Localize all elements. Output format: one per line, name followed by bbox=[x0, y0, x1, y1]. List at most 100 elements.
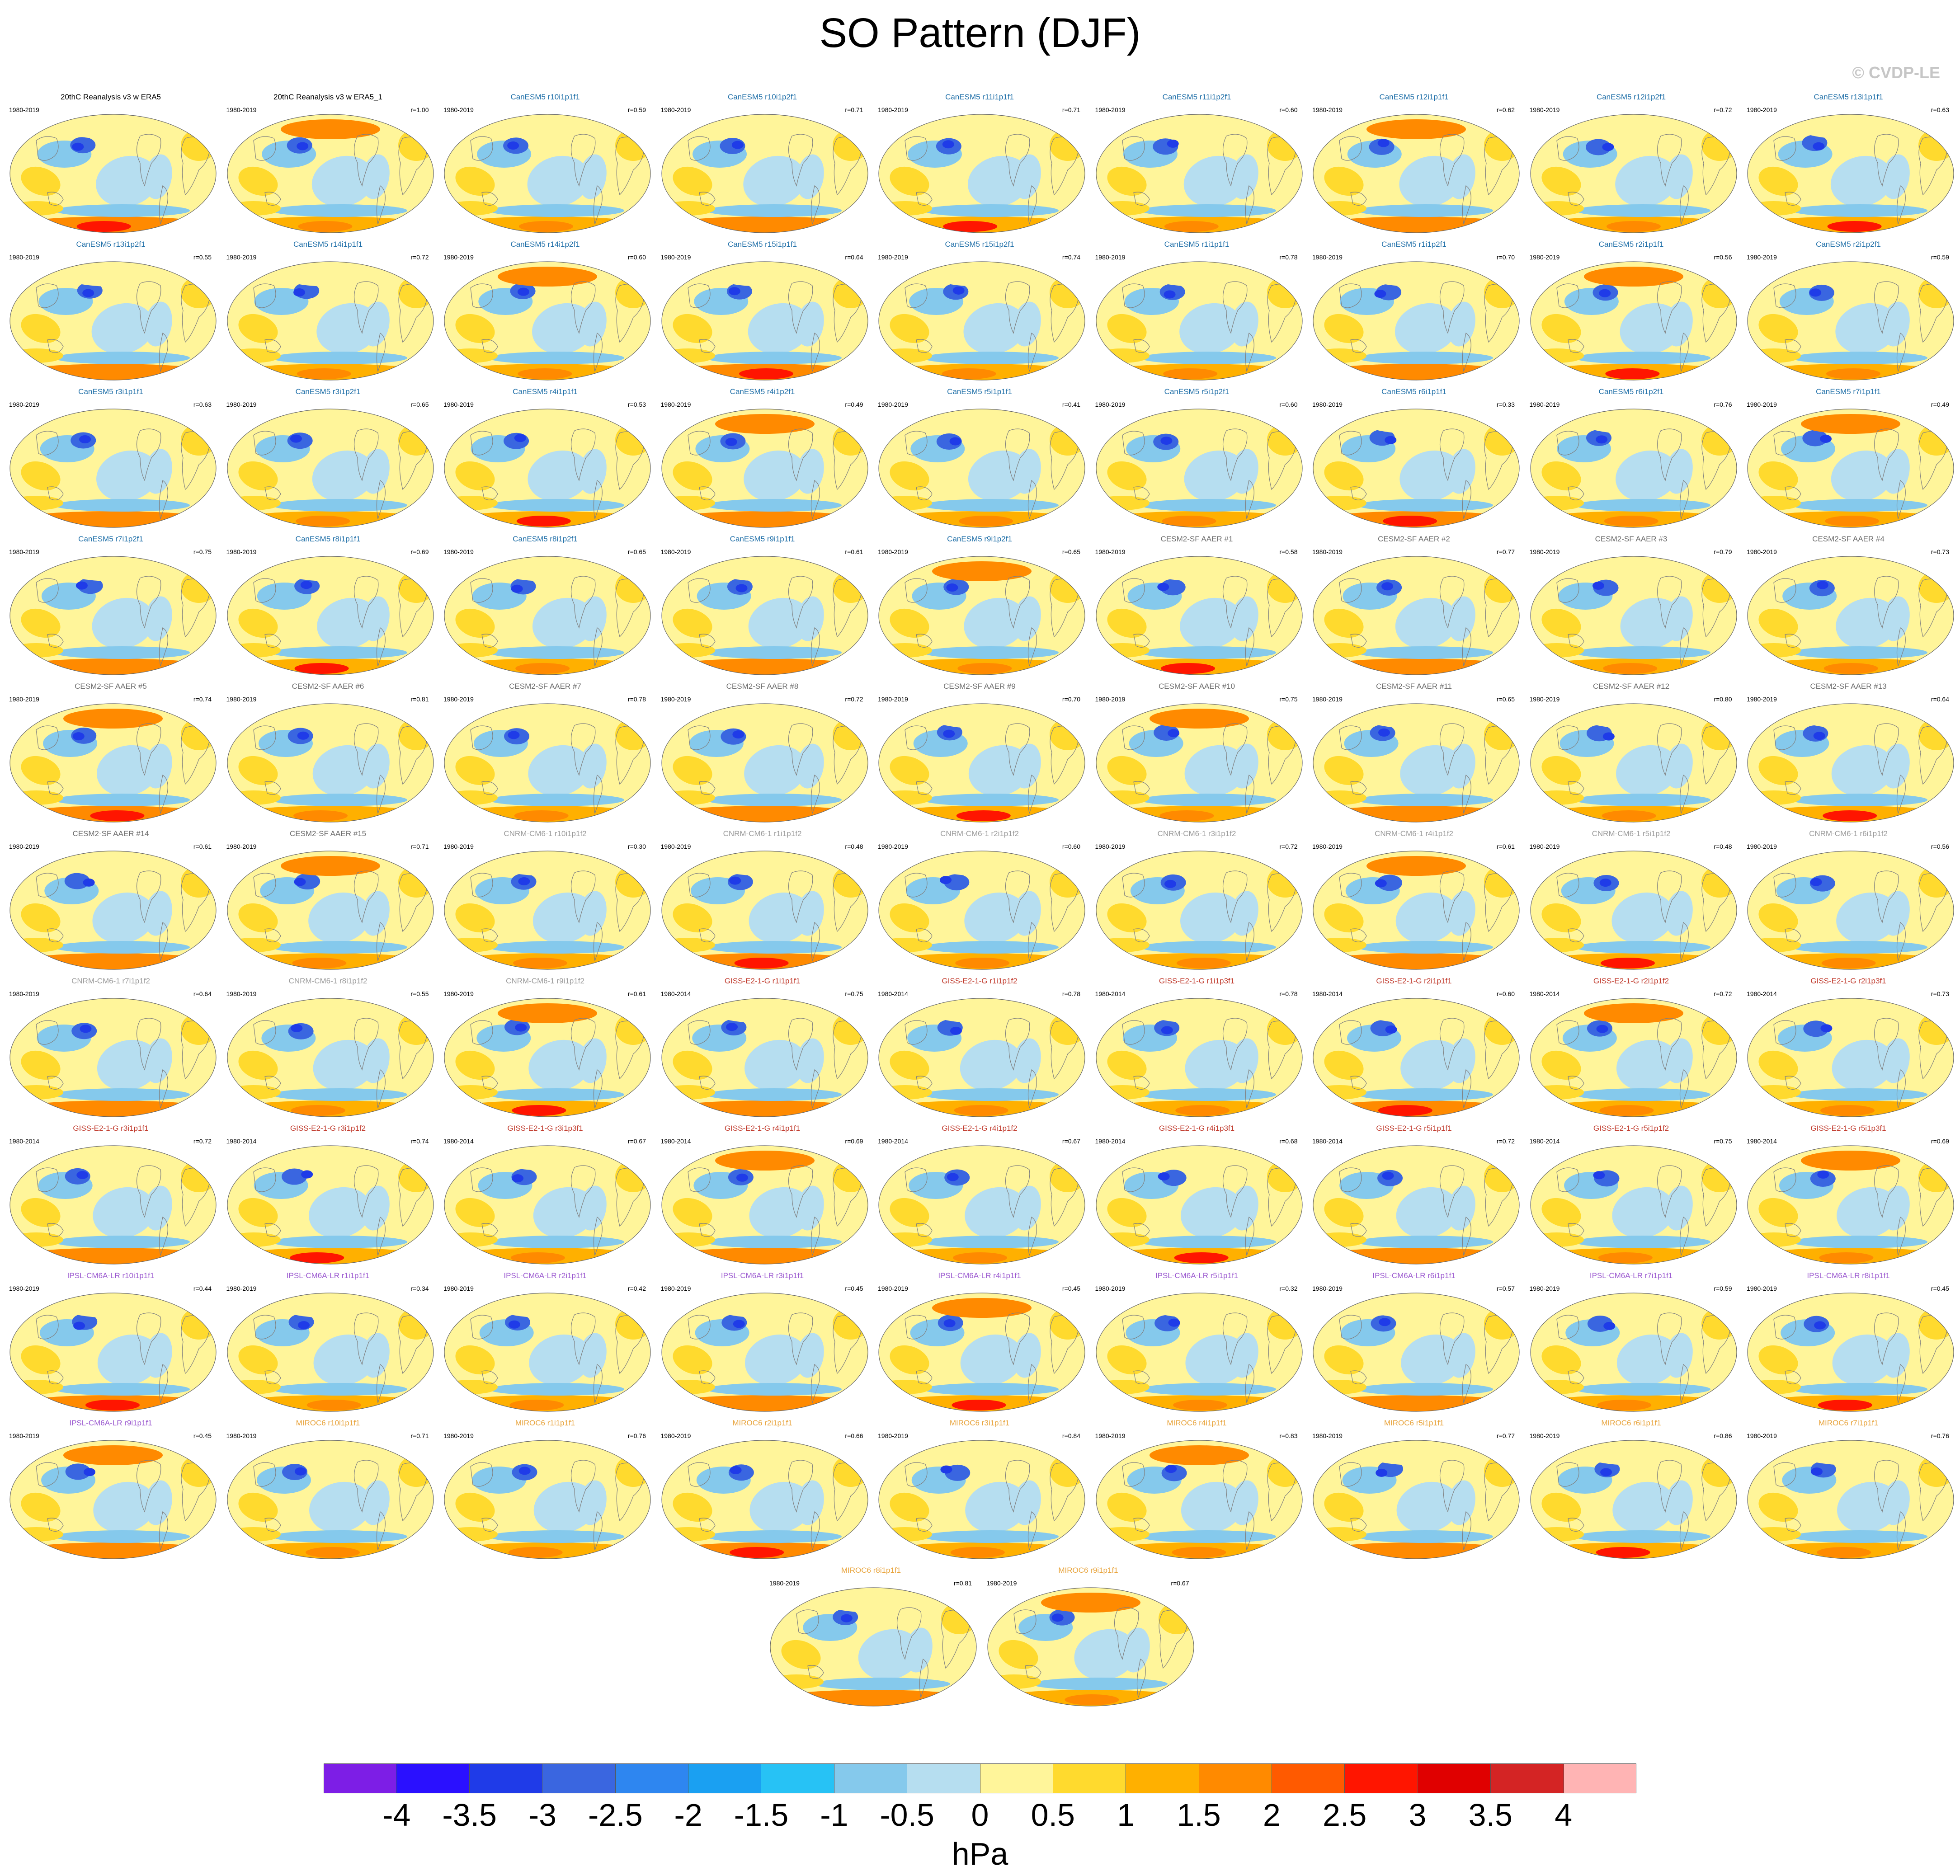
slp-anomaly-map bbox=[1530, 1145, 1737, 1265]
panel-correlation: r=0.84 bbox=[1062, 1432, 1080, 1439]
map-border bbox=[878, 851, 1085, 970]
panel-title: CanESM5 r5i1p1f1 bbox=[947, 387, 1012, 396]
panel-years: 1980-2019 bbox=[9, 843, 39, 850]
panel-title: CanESM5 r11i1p1f1 bbox=[945, 93, 1014, 101]
slp-anomaly-map bbox=[878, 998, 1085, 1117]
coastline bbox=[470, 723, 645, 814]
map-panel: CNRM-CM6-1 r5i1p1f2 1980-2019 r=0.48 bbox=[1525, 829, 1738, 974]
map-panel: GISS-E2-1-G r3i1p1f1 1980-2014 r=0.72 bbox=[5, 1124, 217, 1269]
slp-anomaly-map bbox=[987, 1587, 1194, 1707]
panel-years: 1980-2019 bbox=[1747, 1432, 1777, 1439]
panel-title: CESM2-SF AAER #12 bbox=[1592, 682, 1670, 691]
slp-anomaly-map bbox=[1747, 998, 1954, 1117]
panel-years: 1980-2019 bbox=[660, 548, 691, 555]
panel-correlation: r=0.70 bbox=[1496, 254, 1515, 261]
coastline bbox=[687, 1165, 862, 1256]
panel-years: 1980-2019 bbox=[1095, 696, 1126, 703]
panel-correlation: r=0.60 bbox=[1279, 401, 1298, 408]
panel-title: CanESM5 r6i1p2f1 bbox=[1598, 387, 1664, 396]
coastline bbox=[687, 723, 862, 814]
coastline bbox=[36, 134, 211, 225]
map-panel: MIROC6 r10i1p1f1 1980-2019 r=0.71 bbox=[222, 1419, 434, 1563]
map-panel: CanESM5 r9i1p1f1 1980-2019 r=0.61 bbox=[656, 535, 869, 679]
map-panel: MIROC6 r4i1p1f1 1980-2019 r=0.83 bbox=[1091, 1419, 1303, 1563]
panel-title: CESM2-SF AAER #8 bbox=[726, 682, 799, 691]
panel-years: 1980-2019 bbox=[226, 401, 257, 408]
colorbar bbox=[324, 1763, 1637, 1793]
slp-anomaly-map bbox=[1747, 1293, 1954, 1412]
map-panel: CNRM-CM6-1 r1i1p1f2 1980-2019 r=0.48 bbox=[656, 829, 869, 974]
panel-years: 1980-2014 bbox=[1312, 1138, 1343, 1145]
map-border bbox=[1747, 1440, 1954, 1559]
coastline bbox=[253, 1460, 428, 1551]
panel-years: 1980-2019 bbox=[878, 1432, 908, 1439]
panel-title: CanESM5 r14i1p1f1 bbox=[293, 240, 363, 249]
panel-years: 1980-2014 bbox=[660, 990, 691, 997]
colorbar-swatch bbox=[615, 1763, 688, 1793]
map-panel: GISS-E2-1-G r2i1p3f1 1980-2014 r=0.73 bbox=[1742, 977, 1955, 1121]
panel-years: 1980-2019 bbox=[226, 548, 257, 555]
panel-correlation: r=0.80 bbox=[1714, 696, 1732, 703]
panel-years: 1980-2019 bbox=[878, 1285, 908, 1292]
map-panel: MIROC6 r1i1p1f1 1980-2019 r=0.76 bbox=[439, 1419, 651, 1563]
panel-years: 1980-2019 bbox=[1529, 254, 1560, 261]
slp-anomaly-map bbox=[444, 409, 651, 528]
panel-title: MIROC6 r6i1p1f1 bbox=[1601, 1419, 1661, 1427]
panel-correlation: r=0.77 bbox=[1496, 1432, 1515, 1439]
panel-correlation: r=0.62 bbox=[1496, 106, 1515, 113]
coastline bbox=[253, 428, 428, 519]
panel-correlation: r=0.75 bbox=[1714, 1138, 1732, 1145]
panel-correlation: r=0.75 bbox=[1279, 696, 1298, 703]
panel-title: GISS-E2-1-G r2i1p3f1 bbox=[1810, 977, 1886, 985]
map-border bbox=[226, 1293, 434, 1412]
coastline bbox=[470, 1460, 645, 1551]
panel-title: MIROC6 r7i1p1f1 bbox=[1818, 1419, 1879, 1427]
coastline bbox=[470, 1018, 645, 1109]
colorbar-tick-label: -0.5 bbox=[880, 1797, 934, 1833]
map-panel: CESM2-SF AAER #15 1980-2019 r=0.71 bbox=[222, 829, 434, 974]
slp-anomaly-map bbox=[1095, 703, 1303, 823]
panel-years: 1980-2019 bbox=[660, 1432, 691, 1439]
map-panel: IPSL-CM6A-LR r1i1p1f1 1980-2019 r=0.34 bbox=[222, 1271, 434, 1416]
panel-title: CanESM5 r14i1p2f1 bbox=[510, 240, 580, 249]
map-border bbox=[1313, 261, 1520, 381]
map-border bbox=[444, 1293, 651, 1412]
colorbar-tick-label: -4 bbox=[382, 1797, 411, 1833]
coastline bbox=[36, 1460, 211, 1551]
map-border bbox=[1095, 998, 1303, 1117]
map-border bbox=[1313, 409, 1520, 528]
slp-anomaly-map bbox=[661, 703, 868, 823]
coastline bbox=[1773, 723, 1948, 814]
panel-title: CanESM5 r12i1p2f1 bbox=[1596, 93, 1666, 101]
coastline bbox=[1339, 1165, 1514, 1256]
map-panel: CNRM-CM6-1 r9i1p1f2 1980-2019 r=0.61 bbox=[439, 977, 651, 1121]
panel-title: CESM2-SF AAER #14 bbox=[72, 829, 149, 838]
map-panel: CESM2-SF AAER #1 1980-2019 r=0.58 bbox=[1091, 535, 1303, 679]
map-panel: CanESM5 r4i1p1f1 1980-2019 r=0.53 bbox=[439, 387, 651, 532]
map-border bbox=[9, 998, 217, 1117]
map-panel: CESM2-SF AAER #4 1980-2019 r=0.73 bbox=[1742, 535, 1955, 679]
coastline bbox=[1773, 870, 1948, 961]
map-panel: CESM2-SF AAER #8 1980-2019 r=0.72 bbox=[656, 682, 869, 827]
panel-correlation: r=0.58 bbox=[1279, 548, 1298, 555]
panel-correlation: r=0.78 bbox=[1062, 990, 1080, 997]
panel-years: 1980-2019 bbox=[1747, 106, 1777, 113]
coastline bbox=[687, 870, 862, 961]
map-border bbox=[661, 1145, 868, 1265]
slp-anomaly-map bbox=[661, 556, 868, 675]
map-border bbox=[1530, 1440, 1737, 1559]
panel-years: 1980-2019 bbox=[443, 843, 474, 850]
colorbar-swatch bbox=[834, 1763, 908, 1793]
panel-years: 1980-2019 bbox=[1312, 401, 1343, 408]
coastline bbox=[1556, 134, 1731, 225]
map-panel: GISS-E2-1-G r5i1p3f1 1980-2014 r=0.69 bbox=[1742, 1124, 1955, 1269]
panel-years: 1980-2019 bbox=[769, 1580, 800, 1587]
panel-years: 1980-2019 bbox=[1095, 1432, 1126, 1439]
panel-correlation: r=0.69 bbox=[845, 1138, 863, 1145]
panel-correlation: r=0.83 bbox=[1279, 1432, 1298, 1439]
map-border bbox=[661, 998, 868, 1117]
map-panel: GISS-E2-1-G r4i1p1f2 1980-2014 r=0.67 bbox=[873, 1124, 1086, 1269]
map-border bbox=[1747, 851, 1954, 970]
map-border bbox=[9, 703, 217, 823]
map-panel: MIROC6 r6i1p1f1 1980-2019 r=0.86 bbox=[1525, 1419, 1738, 1563]
